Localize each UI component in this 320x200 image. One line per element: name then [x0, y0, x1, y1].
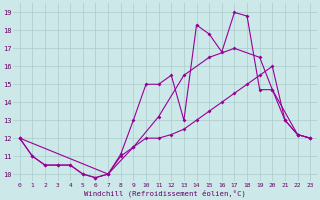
- X-axis label: Windchill (Refroidissement éolien,°C): Windchill (Refroidissement éolien,°C): [84, 189, 246, 197]
